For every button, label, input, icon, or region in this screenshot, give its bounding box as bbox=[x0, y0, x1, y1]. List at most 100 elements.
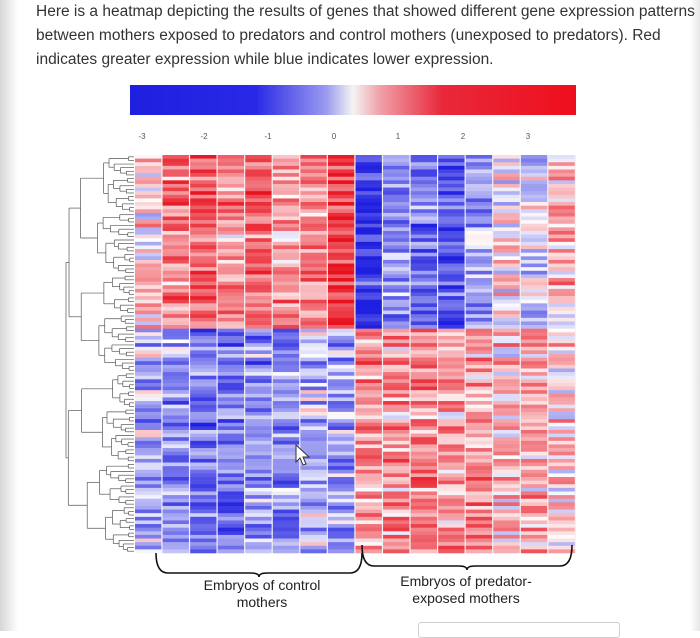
heatmap-cell bbox=[245, 317, 272, 322]
heatmap-cell bbox=[465, 448, 493, 452]
heatmap-cell bbox=[217, 155, 245, 159]
heatmap-cell bbox=[300, 433, 327, 438]
heatmap-cell bbox=[355, 288, 382, 293]
heatmap-cell bbox=[217, 173, 245, 178]
heatmap-cell bbox=[410, 469, 437, 474]
heatmap-cell bbox=[438, 498, 465, 503]
heatmap-cell bbox=[520, 357, 548, 362]
heatmap-cell bbox=[272, 531, 300, 536]
right-edge-shadow bbox=[690, 0, 700, 631]
heatmap-cell bbox=[272, 343, 300, 348]
heatmap-cell bbox=[520, 173, 548, 178]
heatmap-cell bbox=[135, 364, 162, 369]
heatmap-cell bbox=[520, 542, 548, 547]
heatmap-cell bbox=[548, 437, 575, 442]
heatmap-cell bbox=[217, 437, 245, 442]
heatmap-cell bbox=[272, 451, 300, 456]
heatmap-cell bbox=[383, 263, 410, 268]
colorbar-tick-label: 2 bbox=[461, 132, 466, 141]
heatmap-cell bbox=[438, 183, 465, 188]
heatmap-cell bbox=[135, 542, 162, 547]
heatmap-cell bbox=[327, 350, 355, 355]
heatmap-cell bbox=[217, 513, 245, 518]
heatmap-cell bbox=[493, 202, 520, 206]
heatmap-cell bbox=[300, 241, 327, 246]
heatmap-cell bbox=[493, 317, 520, 322]
heatmap-cell bbox=[245, 531, 272, 536]
heatmap-cell bbox=[493, 216, 520, 221]
heatmap-cell bbox=[245, 180, 272, 185]
heatmap-cell bbox=[272, 314, 300, 319]
heatmap-cell bbox=[355, 516, 382, 521]
heatmap-cell bbox=[300, 484, 327, 489]
heatmap-cell bbox=[190, 328, 217, 333]
heatmap-cell bbox=[245, 448, 272, 452]
heatmap-cell bbox=[465, 451, 493, 456]
heatmap-cell bbox=[465, 165, 493, 170]
heatmap-cell bbox=[327, 205, 355, 210]
heatmap-cell bbox=[493, 328, 520, 333]
heatmap-cell bbox=[217, 303, 245, 308]
heatmap-cell bbox=[520, 379, 548, 384]
heatmap-cell bbox=[300, 397, 327, 402]
heatmap-cell bbox=[520, 223, 548, 228]
heatmap-cell bbox=[383, 429, 410, 434]
heatmap-cell bbox=[245, 408, 272, 413]
heatmap-cell bbox=[217, 364, 245, 369]
heatmap-cell bbox=[135, 256, 162, 261]
heatmap-cell bbox=[548, 393, 575, 398]
heatmap-cell bbox=[245, 364, 272, 369]
heatmap-cell bbox=[245, 451, 272, 456]
heatmap-cell bbox=[327, 451, 355, 456]
heatmap-cell bbox=[355, 346, 382, 351]
heatmap-cell bbox=[272, 516, 300, 521]
heatmap-cell bbox=[135, 325, 162, 329]
heatmap-cell bbox=[465, 437, 493, 442]
heatmap-cell bbox=[300, 357, 327, 362]
heatmap-cell bbox=[520, 281, 548, 286]
heatmap-cell bbox=[327, 390, 355, 395]
heatmap-cell bbox=[520, 183, 548, 188]
heatmap-cell bbox=[162, 183, 189, 188]
heatmap-cell bbox=[162, 357, 189, 362]
heatmap-cell bbox=[135, 230, 162, 235]
heatmap-cell bbox=[410, 281, 437, 286]
heatmap-cell bbox=[327, 440, 355, 445]
heatmap-cell bbox=[548, 180, 575, 185]
heatmap-cell bbox=[190, 223, 217, 228]
heatmap-cell bbox=[245, 256, 272, 261]
heatmap-cell bbox=[135, 299, 162, 304]
heatmap-cell bbox=[217, 372, 245, 377]
heatmap-cell bbox=[493, 411, 520, 416]
heatmap-cell bbox=[190, 487, 217, 492]
heatmap-cell bbox=[548, 245, 575, 250]
heatmap-cell bbox=[438, 205, 465, 210]
heatmap-cell bbox=[383, 354, 410, 358]
heatmap-cell bbox=[162, 534, 189, 539]
heatmap-cell bbox=[383, 444, 410, 449]
heatmap-cell bbox=[465, 372, 493, 377]
heatmap-cell bbox=[217, 502, 245, 507]
heatmap-cell bbox=[272, 469, 300, 474]
answer-input-box[interactable] bbox=[418, 622, 620, 638]
heatmap-cell bbox=[190, 451, 217, 456]
heatmap-cell bbox=[135, 212, 162, 217]
heatmap-cell bbox=[245, 288, 272, 293]
heatmap-cell bbox=[135, 520, 162, 525]
heatmap-cell bbox=[245, 335, 272, 340]
heatmap-cell bbox=[548, 162, 575, 167]
heatmap-cell bbox=[135, 209, 162, 214]
heatmap-cell bbox=[272, 433, 300, 438]
heatmap-cell bbox=[493, 448, 520, 452]
heatmap-cell bbox=[355, 505, 382, 510]
heatmap-cell bbox=[135, 343, 162, 348]
heatmap-cell bbox=[327, 372, 355, 377]
heatmap-cell bbox=[465, 267, 493, 272]
heatmap-cell bbox=[383, 538, 410, 543]
heatmap-cell bbox=[190, 401, 217, 405]
heatmap-cell bbox=[410, 542, 437, 547]
heatmap-cell bbox=[383, 350, 410, 355]
heatmap-cell bbox=[520, 249, 548, 253]
heatmap-cell bbox=[217, 379, 245, 384]
heatmap-cell bbox=[217, 462, 245, 467]
